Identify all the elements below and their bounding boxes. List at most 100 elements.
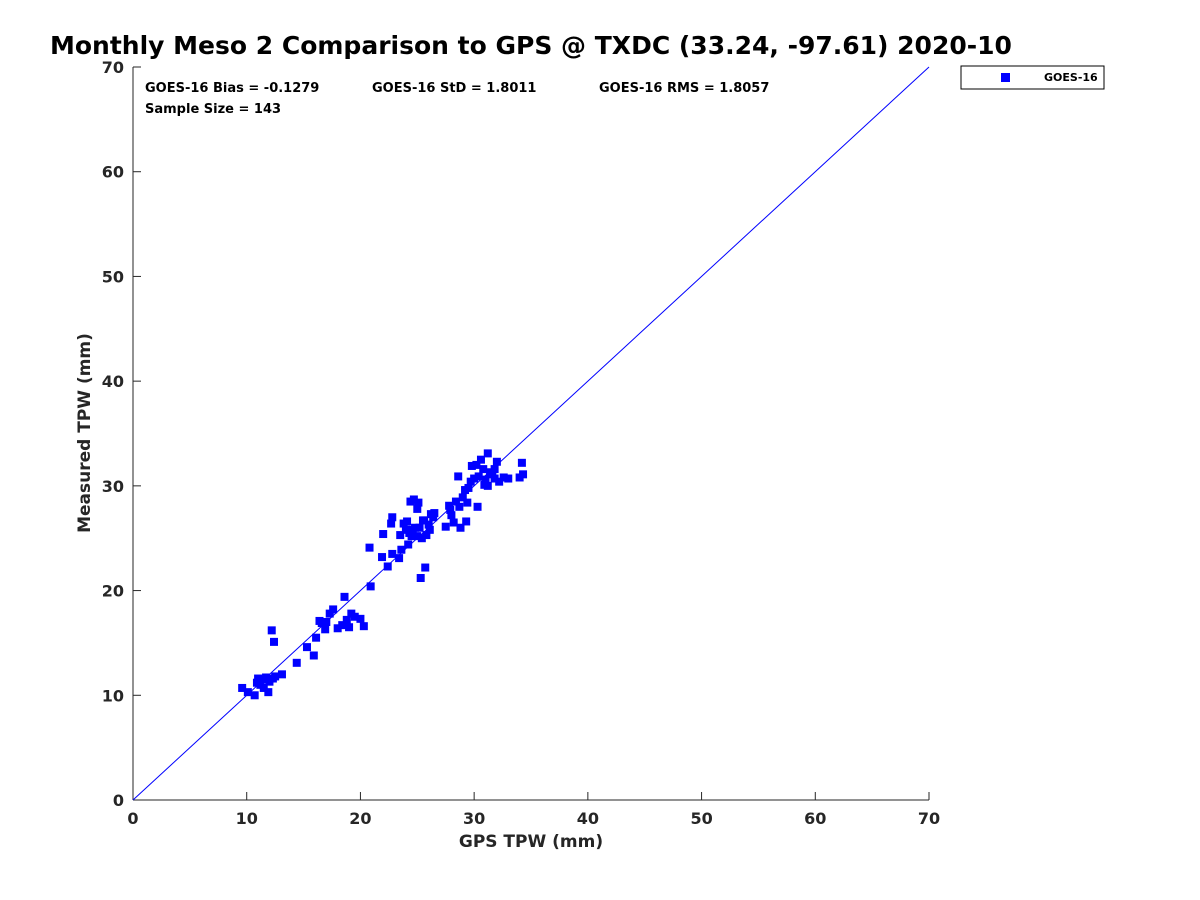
data-point [499,473,508,482]
data-point [395,554,404,563]
legend: GOES-16 [960,65,1105,90]
data-point [359,622,368,631]
data-point [387,519,396,528]
x-axis-label: GPS TPW (mm) [459,832,603,852]
y-tick-label: 30 [102,477,124,496]
data-point [252,678,261,687]
sample-size-stat: Sample Size = 143 [145,102,281,117]
x-tick-label: 0 [127,809,138,828]
data-point [259,683,268,692]
x-tick-label: 60 [804,809,826,828]
data-point [366,582,375,591]
data-point [447,511,456,520]
data-point [250,691,259,700]
data-point [472,460,481,469]
data-point [312,633,321,642]
axes: 0 10 20 30 40 50 60 70 0 10 20 30 40 50 60 70 [102,58,940,828]
data-point [350,612,359,621]
data-point [413,532,422,541]
data-point [338,621,347,630]
data-point [430,509,439,518]
data-point [451,497,460,506]
data-point [257,675,266,684]
data-point [446,505,455,514]
data-point [473,502,482,511]
data-point [424,520,433,529]
data-point [267,626,276,635]
data-point [309,651,318,660]
data-point [270,637,279,646]
data-point [388,549,397,558]
data-point [238,683,247,692]
data-point [479,465,488,474]
data-point [383,562,392,571]
data-point [474,472,483,481]
x-tick-label: 10 [236,809,258,828]
y-tick-label: 40 [102,372,124,391]
data-point [492,457,501,466]
y-tick-label: 10 [102,686,124,705]
legend-label: GOES-16 [1044,71,1098,84]
data-point [483,449,492,458]
y-axis-label: Measured TPW (mm) [75,333,95,533]
data-point [458,493,467,502]
chart-title: Monthly Meso 2 Comparison to GPS @ TXDC … [50,31,1012,60]
data-point [365,543,374,552]
std-stat: GOES-16 StD = 1.8011 [372,81,536,96]
y-tick-label: 50 [102,267,124,286]
data-point [264,688,273,697]
data-point [345,623,354,632]
bias-stat: GOES-16 Bias = -0.1279 [145,81,319,96]
data-point [417,534,426,543]
y-tick-label: 70 [102,58,124,77]
data-point [456,523,465,532]
data-point [340,592,349,601]
legend-box [960,65,1105,90]
data-point [476,455,485,464]
data-point [466,477,475,486]
data-point [329,605,338,614]
data-point [504,474,513,483]
data-point [467,461,476,470]
data-point [445,501,454,510]
data-point [519,470,528,479]
data-point [302,643,311,652]
data-point [413,504,422,513]
data-point [409,495,418,504]
data-point [397,545,406,554]
data-point [277,670,286,679]
data-point [415,523,424,532]
x-tick-label: 70 [918,809,940,828]
data-point [403,517,412,526]
data-point [425,525,434,534]
data-points [238,449,528,700]
data-point [495,477,504,486]
y-tick-label: 60 [102,163,124,182]
y-tick-label: 0 [113,791,124,810]
x-tick-label: 50 [690,809,712,828]
data-point [356,614,365,623]
data-point [422,531,431,540]
data-point [322,617,331,626]
x-tick-label: 20 [349,809,371,828]
data-point [461,486,470,495]
data-point [396,531,405,540]
data-point [416,574,425,583]
data-point [325,609,334,618]
data-point [454,472,463,481]
data-point [388,513,397,522]
data-point [429,513,438,522]
data-point [441,522,450,531]
data-point [378,553,387,562]
data-point [490,474,499,483]
data-point [421,563,430,572]
data-point [333,624,342,633]
data-point [271,672,280,681]
data-point [411,523,420,532]
data-point [317,619,326,628]
data-point [321,625,330,634]
data-point [414,498,423,507]
data-point [463,498,472,507]
data-point [517,458,526,467]
